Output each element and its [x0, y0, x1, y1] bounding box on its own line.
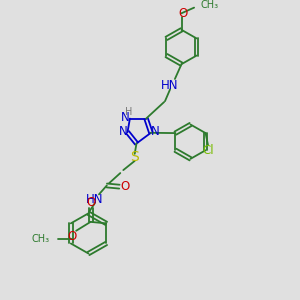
Text: HN: HN [161, 79, 179, 92]
Text: N: N [151, 125, 160, 138]
Text: HN: HN [86, 193, 104, 206]
Text: S: S [130, 150, 139, 164]
Text: Cl: Cl [203, 144, 214, 157]
Text: O: O [67, 230, 76, 243]
Text: H: H [125, 107, 132, 117]
Text: CH₃: CH₃ [32, 234, 50, 244]
Text: O: O [120, 180, 129, 193]
Text: N: N [119, 125, 128, 138]
Text: N: N [121, 111, 130, 124]
Text: O: O [178, 7, 187, 20]
Text: O: O [86, 196, 95, 209]
Text: CH₃: CH₃ [200, 0, 218, 10]
